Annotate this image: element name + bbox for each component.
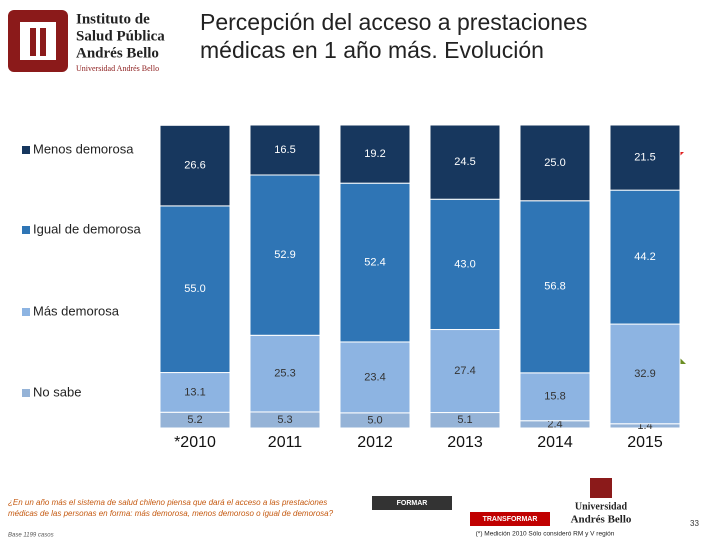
value-label: 25.3: [274, 368, 295, 380]
value-label: 32.9: [634, 368, 655, 380]
banner-text: TRANSFORMAR: [483, 516, 538, 523]
value-label: 56.8: [544, 281, 565, 293]
x-tick-label: 2013: [447, 434, 483, 451]
logo-caption: Universidad Andrés Bello: [76, 64, 159, 73]
banner: [372, 496, 452, 510]
legend-swatch: [22, 389, 30, 397]
x-tick-label: 2014: [537, 434, 573, 451]
bar-segment: [249, 334, 321, 413]
legend-label: Menos demorosa: [33, 141, 134, 156]
bar-segment: [519, 124, 591, 202]
page-number: 33: [690, 519, 699, 528]
bar-segment: [519, 200, 591, 374]
value-label: 15.8: [544, 391, 565, 403]
value-label: 5.0: [367, 414, 382, 426]
logo-mark: [590, 478, 612, 498]
question: ¿En un año más el sistema de salud chile…: [8, 498, 334, 518]
base: Base 1199 casos: [8, 533, 54, 539]
bar-segment: [429, 329, 501, 414]
bar-segment: [249, 124, 321, 176]
logo-text: Salud Pública: [76, 28, 165, 44]
bar-segment: [429, 124, 501, 200]
bar-segment: [159, 205, 231, 374]
legend-swatch: [22, 146, 30, 154]
value-label: 16.5: [274, 144, 295, 156]
value-label: 52.4: [364, 256, 385, 268]
value-label: 5.2: [187, 414, 202, 426]
value-label: 2.4: [547, 418, 562, 430]
bar-segment: [159, 124, 231, 207]
value-label: 44.2: [634, 251, 655, 263]
legend-label: Igual de demorosa: [33, 221, 141, 236]
value-label: 19.2: [364, 148, 385, 160]
x-tick-label: 2012: [357, 434, 393, 451]
legend-swatch: [22, 226, 30, 234]
legend-swatch: [22, 308, 30, 316]
value-label: 13.1: [184, 386, 205, 398]
bar-segment: [339, 341, 411, 414]
value-label: 52.9: [274, 249, 295, 261]
bar-segment: [339, 124, 411, 184]
bar-segment: [249, 174, 321, 336]
note: (*) Medición 2010 Sólo consideró RM y V …: [476, 531, 615, 538]
bar-segment: [429, 198, 501, 331]
value-label: 26.6: [184, 160, 205, 172]
value-label: 24.5: [454, 156, 475, 168]
bar-segment: [609, 323, 681, 425]
bar-segment: [609, 124, 681, 191]
bar-segment: [339, 182, 411, 343]
value-label: 43.0: [454, 258, 475, 270]
value-label: 55.0: [184, 283, 205, 295]
value-label: 5.3: [277, 414, 292, 426]
logo-text: Andrés Bello: [76, 45, 159, 61]
x-tick-label: 2015: [627, 434, 663, 451]
x-tick-label: *2010: [174, 434, 216, 451]
x-tick-label: 2011: [268, 434, 303, 451]
value-label: 21.5: [634, 151, 655, 163]
banner-text: FORMAR: [397, 500, 428, 507]
value-label: 25.0: [544, 157, 565, 169]
banner: [470, 512, 550, 526]
university: Universidad: [575, 501, 628, 512]
logo-mark: [30, 28, 36, 56]
legend-label: Más demorosa: [33, 303, 120, 318]
value-label: 27.4: [454, 365, 475, 377]
logo-mark: [40, 28, 46, 56]
university: Andrés Bello: [571, 514, 632, 526]
legend-label: No sabe: [33, 384, 81, 399]
value-label: 5.1: [457, 414, 472, 426]
chart-title: Percepción del acceso a prestaciones méd…: [200, 9, 588, 63]
logo-mark: [20, 22, 56, 60]
logo-text: Instituto de: [76, 11, 150, 27]
value-label: 23.4: [364, 371, 385, 383]
bar-segment: [609, 189, 681, 325]
